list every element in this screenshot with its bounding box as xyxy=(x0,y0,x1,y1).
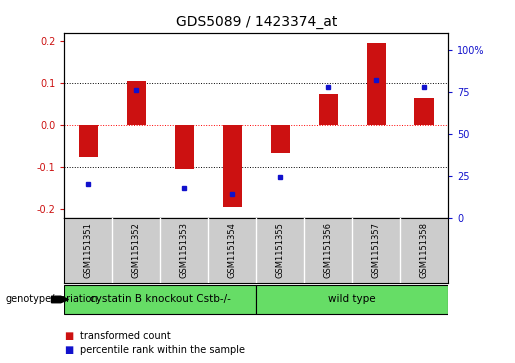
Text: ■: ■ xyxy=(64,331,74,341)
Bar xyxy=(319,94,338,125)
Bar xyxy=(175,125,194,170)
Bar xyxy=(367,43,386,125)
Text: percentile rank within the sample: percentile rank within the sample xyxy=(80,345,245,355)
Text: GSM1151352: GSM1151352 xyxy=(132,223,141,278)
Text: GSM1151355: GSM1151355 xyxy=(276,223,285,278)
Text: GSM1151356: GSM1151356 xyxy=(323,223,333,278)
Text: transformed count: transformed count xyxy=(80,331,170,341)
Text: genotype/variation: genotype/variation xyxy=(5,294,98,305)
Bar xyxy=(222,125,242,207)
Bar xyxy=(64,285,256,314)
Bar xyxy=(79,125,98,157)
Text: GSM1151351: GSM1151351 xyxy=(84,223,93,278)
Text: ■: ■ xyxy=(64,345,74,355)
Text: GSM1151358: GSM1151358 xyxy=(420,223,428,278)
Bar xyxy=(415,98,434,125)
Text: wild type: wild type xyxy=(329,294,376,305)
Text: GSM1151353: GSM1151353 xyxy=(180,223,189,278)
Bar xyxy=(270,125,290,152)
Text: GSM1151357: GSM1151357 xyxy=(372,223,381,278)
Text: GSM1151354: GSM1151354 xyxy=(228,223,237,278)
Bar xyxy=(256,285,448,314)
Text: cystatin B knockout Cstb-/-: cystatin B knockout Cstb-/- xyxy=(90,294,231,305)
Title: GDS5089 / 1423374_at: GDS5089 / 1423374_at xyxy=(176,15,337,29)
Bar xyxy=(127,81,146,125)
